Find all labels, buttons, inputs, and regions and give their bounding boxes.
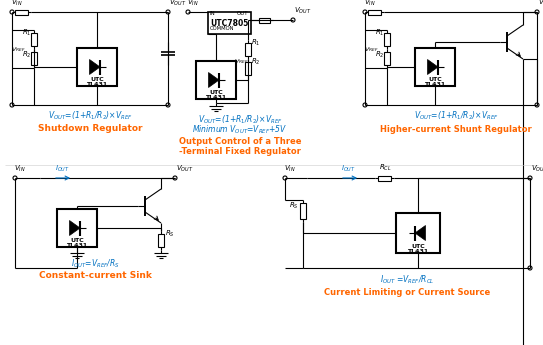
Text: $R_{CL}$: $R_{CL}$ — [379, 163, 392, 173]
Bar — [31, 33, 37, 46]
Text: $V_{IN}$: $V_{IN}$ — [284, 164, 296, 174]
Polygon shape — [90, 59, 100, 75]
Text: UTC: UTC — [428, 77, 442, 82]
Bar — [77, 48, 117, 86]
Bar — [396, 213, 440, 253]
Text: $V_{OUT}$: $V_{OUT}$ — [176, 164, 193, 174]
Text: $I_{OUT}$=$V_{REF}$/$R_S$: $I_{OUT}$=$V_{REF}$/$R_S$ — [71, 257, 119, 269]
Text: $V_{IN}$: $V_{IN}$ — [14, 164, 26, 174]
Bar — [158, 234, 164, 247]
Text: UTC: UTC — [209, 90, 223, 95]
Polygon shape — [427, 59, 438, 75]
Text: UTC: UTC — [70, 238, 84, 243]
Bar — [384, 33, 390, 46]
Text: Current Limiting or Current Source: Current Limiting or Current Source — [324, 288, 490, 297]
Text: Minimum $V_{OUT}$=$V_{REF}$+5V: Minimum $V_{OUT}$=$V_{REF}$+5V — [192, 124, 288, 137]
Bar — [415, 48, 455, 86]
Text: $V_{OUT}$: $V_{OUT}$ — [294, 6, 312, 16]
Text: Output Control of a Three: Output Control of a Three — [179, 137, 301, 146]
Text: $R_S$: $R_S$ — [165, 229, 175, 239]
Bar — [196, 61, 236, 99]
Bar — [57, 209, 97, 247]
Text: -Terminal Fixed Regulator: -Terminal Fixed Regulator — [179, 147, 301, 156]
Text: UTC7805: UTC7805 — [210, 19, 249, 28]
Text: OUT: OUT — [237, 11, 249, 16]
Text: Constant-current Sink: Constant-current Sink — [39, 271, 151, 280]
Text: $R_1$: $R_1$ — [251, 38, 261, 48]
Bar — [384, 52, 390, 65]
Text: $V_{IN}$: $V_{IN}$ — [11, 0, 23, 8]
Bar — [368, 10, 381, 14]
Bar — [15, 10, 28, 14]
Bar — [300, 203, 306, 219]
Bar — [259, 18, 270, 22]
Bar — [208, 12, 251, 34]
Polygon shape — [209, 72, 219, 88]
Text: $R_2$: $R_2$ — [375, 50, 384, 60]
Text: IN: IN — [210, 11, 216, 16]
Polygon shape — [70, 220, 80, 236]
Text: $I_{OUT}$: $I_{OUT}$ — [341, 164, 356, 174]
Bar — [245, 43, 251, 56]
Text: $V_{REF}$: $V_{REF}$ — [364, 45, 378, 54]
Text: $R_S$: $R_S$ — [289, 201, 299, 211]
Text: TL431: TL431 — [425, 82, 446, 87]
Text: $R_1$: $R_1$ — [22, 28, 31, 38]
Text: $V_{OUT}$=(1+$R_1$/$R_2$)×$V_{REF}$: $V_{OUT}$=(1+$R_1$/$R_2$)×$V_{REF}$ — [48, 110, 132, 122]
Text: $V_{REF}$: $V_{REF}$ — [234, 57, 249, 66]
Text: $V_{OUT}$=(1+$R_1$/$R_2$)×$V_{REF}$: $V_{OUT}$=(1+$R_1$/$R_2$)×$V_{REF}$ — [414, 110, 498, 122]
Text: $I_{OUT}$: $I_{OUT}$ — [55, 164, 70, 174]
Text: UTC: UTC — [90, 77, 104, 82]
Text: TL431: TL431 — [407, 249, 428, 254]
Text: $I_{OUT}$ =$V_{REF}$/$R_{CL}$: $I_{OUT}$ =$V_{REF}$/$R_{CL}$ — [380, 273, 434, 286]
Bar — [31, 52, 37, 65]
Text: $R_2$: $R_2$ — [251, 57, 261, 67]
Text: TL431: TL431 — [86, 82, 108, 87]
Text: $V_{REF}$: $V_{REF}$ — [11, 45, 26, 54]
Text: Shutdown Regulator: Shutdown Regulator — [38, 124, 142, 133]
Text: $R_1$: $R_1$ — [375, 28, 384, 38]
Text: TL431: TL431 — [205, 95, 226, 100]
Text: $V_{IN}$: $V_{IN}$ — [364, 0, 376, 8]
Text: $R_2$: $R_2$ — [22, 50, 31, 60]
Text: COMMON: COMMON — [210, 26, 235, 31]
Bar — [378, 176, 391, 180]
Text: TL431: TL431 — [66, 243, 87, 248]
Text: UTC: UTC — [411, 244, 425, 249]
Text: $V_{OUT}$=(1+$R_1$/$R_2$)×$V_{REF}$: $V_{OUT}$=(1+$R_1$/$R_2$)×$V_{REF}$ — [198, 114, 282, 127]
Text: $V_{OUT}$: $V_{OUT}$ — [169, 0, 187, 8]
Bar — [245, 62, 251, 75]
Polygon shape — [415, 226, 426, 240]
Text: $V_{OUT}$: $V_{OUT}$ — [531, 164, 543, 174]
Text: Higher-current Shunt Regulator: Higher-current Shunt Regulator — [380, 125, 532, 134]
Text: $V_{IN}$: $V_{IN}$ — [187, 0, 199, 8]
Text: $V_{OUT}$: $V_{OUT}$ — [538, 0, 543, 8]
